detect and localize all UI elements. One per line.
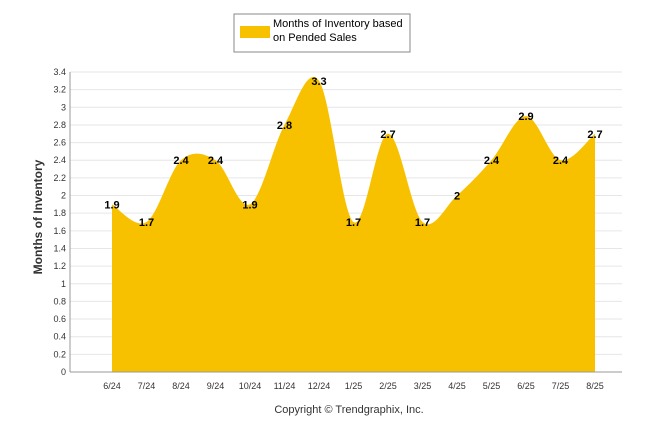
legend-swatch [240,26,270,38]
y-tick-label: 2.4 [53,155,66,165]
y-axis-title: Months of Inventory [31,159,45,274]
y-tick-label: 3 [61,102,66,112]
x-tick-label: 12/24 [308,381,331,391]
y-tick-label: 0.4 [53,332,66,342]
x-tick-label: 4/25 [448,381,466,391]
x-tick-label: 8/25 [586,381,604,391]
x-axis-ticks: 6/24 7/24 8/24 9/24 10/24 11/24 12/24 1/25 2/25 3… [103,381,604,391]
data-label: 1.9 [104,199,119,211]
y-tick-label: 0.2 [53,349,66,359]
data-label: 2.4 [553,155,569,167]
data-label: 1.7 [346,217,361,229]
area-series [112,77,595,372]
x-tick-label: 6/25 [517,381,535,391]
x-tick-label: 11/24 [274,381,296,391]
y-tick-label: 2.2 [53,173,66,183]
x-tick-label: 6/24 [103,381,121,391]
x-tick-label: 1/25 [345,381,363,391]
data-label: 2.4 [484,155,500,167]
axes [69,72,622,373]
data-label: 1.7 [415,217,430,229]
x-tick-label: 3/25 [414,381,432,391]
legend: Months of Inventory based on Pended Sale… [233,13,411,53]
x-tick-label: 10/24 [239,381,262,391]
data-label: 2.4 [173,155,189,167]
data-label: 2.4 [208,155,224,167]
legend-label-line2: on Pended Sales [273,32,357,44]
y-tick-label: 2.6 [53,138,66,148]
x-tick-label: 2/25 [379,381,397,391]
legend-label-line1: Months of Inventory based [273,18,403,30]
data-labels: 1.9 1.7 2.4 2.4 1.9 2.8 3.3 1.7 2.7 1.7 2 2.4 2.9 2.4… [104,76,602,229]
data-label: 2.8 [277,120,292,132]
y-tick-label: 1.6 [53,226,66,236]
y-tick-label: 0.6 [53,314,66,324]
x-tick-label: 7/25 [552,381,570,391]
copyright-footer: Copyright © Trendgraphix, Inc. [274,404,423,416]
data-label: 2 [454,191,460,203]
y-tick-label: 1 [61,279,66,289]
y-axis-ticks: 0 0.2 0.4 0.6 0.8 1 1.2 1.4 1.6 1.8 2 2.2 2.4 2.6 2.8 3… [53,67,66,377]
area-fill [112,77,595,372]
y-tick-label: 3.4 [53,67,66,77]
y-tick-label: 2.8 [53,120,66,130]
x-tick-label: 5/25 [483,381,501,391]
y-tick-label: 1.2 [53,261,66,271]
y-tick-label: 0 [61,367,66,377]
y-tick-label: 2 [61,191,66,201]
x-tick-label: 9/24 [207,381,225,391]
y-tick-label: 0.8 [53,296,66,306]
data-label: 3.3 [311,76,326,88]
y-tick-label: 3.2 [53,85,66,95]
data-label: 1.7 [139,217,154,229]
data-label: 1.9 [242,199,257,211]
y-tick-label: 1.4 [53,243,66,253]
x-tick-label: 7/24 [138,381,156,391]
data-label: 2.7 [380,129,395,141]
data-label: 2.9 [518,111,533,123]
y-tick-label: 1.8 [53,208,66,218]
x-tick-label: 8/24 [172,381,190,391]
data-label: 2.7 [587,129,602,141]
